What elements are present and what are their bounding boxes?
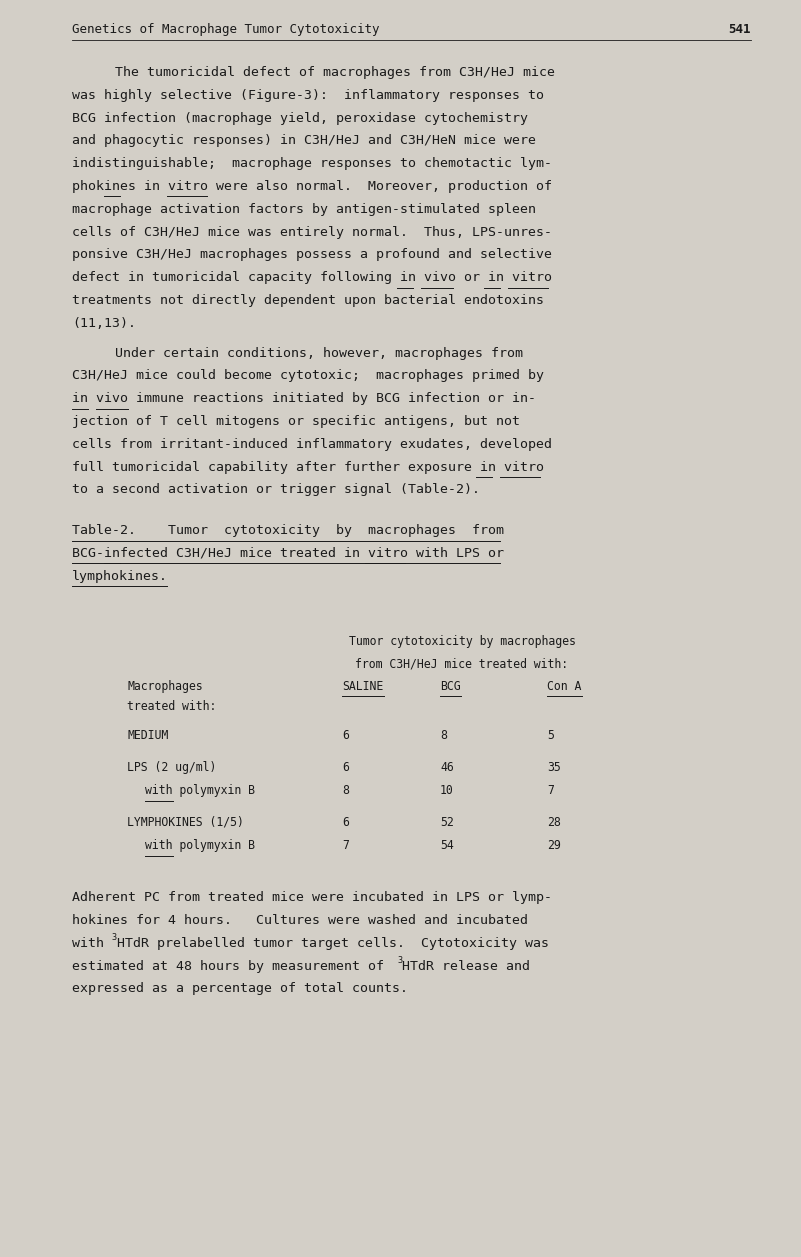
Text: with: with [72,936,112,950]
Text: 5: 5 [547,729,553,742]
Text: lymphokines.: lymphokines. [72,569,168,583]
Text: (11,13).: (11,13). [72,317,136,329]
Text: 7: 7 [342,840,349,852]
Text: to a second activation or trigger signal (Table-2).: to a second activation or trigger signal… [72,484,480,497]
Text: HTdR prelabelled tumor target cells.  Cytotoxicity was: HTdR prelabelled tumor target cells. Cyt… [117,936,549,950]
Text: 8: 8 [342,784,349,797]
Text: 3: 3 [111,933,117,941]
Text: Under certain conditions, however, macrophages from: Under certain conditions, however, macro… [115,347,523,360]
Text: Con A: Con A [547,680,582,693]
Text: 10: 10 [440,784,453,797]
Text: HTdR release and: HTdR release and [402,959,530,973]
Text: cells of C3H/HeJ mice was entirely normal.  Thus, LPS-unres-: cells of C3H/HeJ mice was entirely norma… [72,225,552,239]
Text: full tumoricidal capability after further exposure in vitro: full tumoricidal capability after furthe… [72,460,544,474]
Text: Table-2.    Tumor  cytotoxicity  by  macrophages  from: Table-2. Tumor cytotoxicity by macrophag… [72,524,504,537]
Text: 54: 54 [440,840,453,852]
Text: MEDIUM: MEDIUM [127,729,168,742]
Text: Tumor cytotoxicity by macrophages: Tumor cytotoxicity by macrophages [348,635,575,647]
Text: 541: 541 [728,23,751,36]
Text: treated with:: treated with: [127,700,216,713]
Text: BCG-infected C3H/HeJ mice treated in vitro with LPS or: BCG-infected C3H/HeJ mice treated in vit… [72,547,504,561]
Text: 3: 3 [397,955,402,964]
Text: 8: 8 [440,729,447,742]
Text: phokines in vitro were also normal.  Moreover, production of: phokines in vitro were also normal. More… [72,180,552,194]
Text: 6: 6 [342,816,349,828]
Text: LYMPHOKINES (1/5): LYMPHOKINES (1/5) [127,816,244,828]
Text: SALINE: SALINE [342,680,383,693]
Text: ponsive C3H/HeJ macrophages possess a profound and selective: ponsive C3H/HeJ macrophages possess a pr… [72,249,552,261]
Text: indistinguishable;  macrophage responses to chemotactic lym-: indistinguishable; macrophage responses … [72,157,552,170]
Text: 52: 52 [440,816,453,828]
Text: 29: 29 [547,840,561,852]
Text: 28: 28 [547,816,561,828]
Text: BCG: BCG [440,680,461,693]
Text: with polymyxin B: with polymyxin B [145,784,255,797]
Text: BCG infection (macrophage yield, peroxidase cytochemistry: BCG infection (macrophage yield, peroxid… [72,112,528,124]
Text: with polymyxin B: with polymyxin B [145,840,255,852]
Text: hokines for 4 hours.   Cultures were washed and incubated: hokines for 4 hours. Cultures were washe… [72,914,528,926]
Text: treatments not directly dependent upon bacterial endotoxins: treatments not directly dependent upon b… [72,294,544,307]
Text: The tumoricidal defect of macrophages from C3H/HeJ mice: The tumoricidal defect of macrophages fr… [115,67,555,79]
Text: expressed as a percentage of total counts.: expressed as a percentage of total count… [72,983,408,996]
Text: Adherent PC from treated mice were incubated in LPS or lymp-: Adherent PC from treated mice were incub… [72,891,552,904]
Text: defect in tumoricidal capacity following in vivo or in vitro: defect in tumoricidal capacity following… [72,272,552,284]
Text: from C3H/HeJ mice treated with:: from C3H/HeJ mice treated with: [356,657,569,670]
Text: jection of T cell mitogens or specific antigens, but not: jection of T cell mitogens or specific a… [72,415,520,427]
Text: in vivo immune reactions initiated by BCG infection or in-: in vivo immune reactions initiated by BC… [72,392,536,405]
Text: was highly selective (Figure-3):  inflammatory responses to: was highly selective (Figure-3): inflamm… [72,89,544,102]
Text: Macrophages: Macrophages [127,680,203,693]
Text: estimated at 48 hours by measurement of: estimated at 48 hours by measurement of [72,959,400,973]
Text: C3H/HeJ mice could become cytotoxic;  macrophages primed by: C3H/HeJ mice could become cytotoxic; mac… [72,370,544,382]
Text: 46: 46 [440,760,453,774]
Text: and phagocytic responses) in C3H/HeJ and C3H/HeN mice were: and phagocytic responses) in C3H/HeJ and… [72,134,536,147]
Text: 6: 6 [342,729,349,742]
Text: 6: 6 [342,760,349,774]
Text: macrophage activation factors by antigen-stimulated spleen: macrophage activation factors by antigen… [72,202,536,216]
Text: 35: 35 [547,760,561,774]
Text: Genetics of Macrophage Tumor Cytotoxicity: Genetics of Macrophage Tumor Cytotoxicit… [72,23,380,36]
Text: LPS (2 ug/ml): LPS (2 ug/ml) [127,760,216,774]
Text: cells from irritant-induced inflammatory exudates, developed: cells from irritant-induced inflammatory… [72,437,552,451]
Text: 7: 7 [547,784,553,797]
